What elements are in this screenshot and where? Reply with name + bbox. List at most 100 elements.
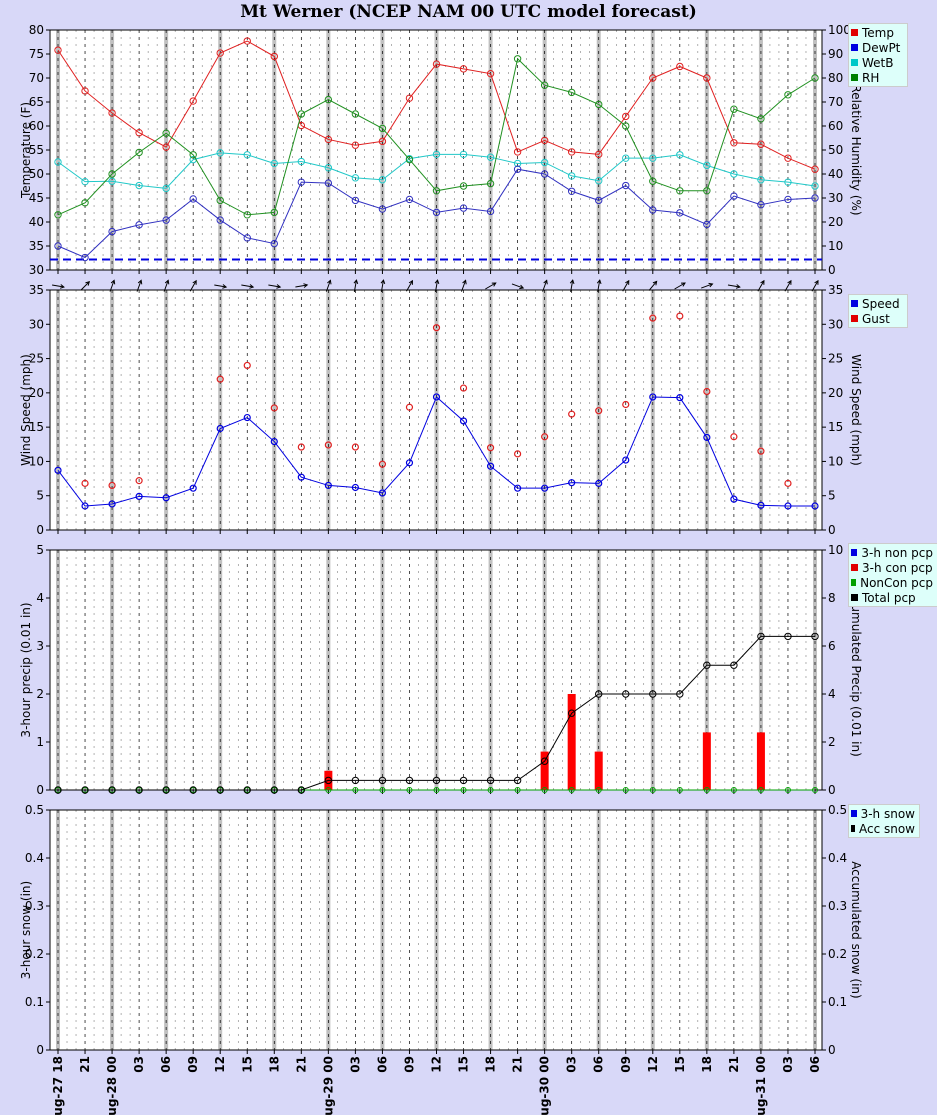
series-wetb-point [730,170,738,178]
series-noncon-point [514,787,521,793]
series-lower-point [405,195,414,204]
series-gust-point [378,460,387,468]
y-tick-label-right: 10 [828,239,843,253]
wind-direction-arrow [461,279,467,292]
series-temp-point [811,165,819,173]
wind-direction-arrow [353,279,359,292]
legend-temperature: Temp DewPt WetB RH [848,23,908,87]
series-rh-line [57,57,816,216]
series-gust-point [568,410,576,418]
arrow-shaft [648,281,658,291]
wind-direction-arrow [648,280,658,291]
arrow-shaft [542,280,548,292]
series-gust-point [108,481,116,490]
series-total-point [432,776,441,785]
arrow-head [491,282,497,287]
series-rh-point [513,55,522,63]
series-rh-point [486,179,495,188]
y-tick-label-left: 0 [36,783,44,797]
series-rh-point [784,91,792,99]
series-gust-point [351,443,359,451]
series-speed-point [189,484,197,492]
series-temp-point [378,137,387,146]
y-axis-title-right: Accumulated Precip (0.01 in) [849,583,863,757]
series-rh-point [622,122,630,130]
series-noncon-point [622,787,629,793]
legend-swatch [851,59,858,66]
series-speed-point [568,479,576,487]
series-wetb-point [108,177,116,185]
arrow-shaft [80,281,90,291]
legend-item-3h-snow: 3-h snow [851,806,915,821]
series-lower-point [351,196,360,205]
arrow-shaft [701,283,713,289]
legend-item-noncon-pcp: NonCon pcp [851,575,933,590]
series-gust-point [649,314,657,322]
series-lower-point [54,242,62,250]
x-tick-label: 06 [375,1056,389,1073]
y-tick-label-right: 0.5 [828,803,847,817]
y-tick-label-left: 0.3 [25,899,44,913]
arrow-shaft [214,284,227,288]
series-temp-point [730,139,738,147]
arrow-shaft [597,280,601,292]
y-tick-label-right: 5 [828,489,836,503]
series-rh-point [270,208,278,217]
x-tick-label: 18 [484,1056,498,1073]
series-temp-point [486,69,495,78]
y-tick-label-right: 40 [828,167,843,181]
series-gust-point [514,450,522,458]
legend-swatch [851,44,858,51]
y-tick-label-right: 4 [828,687,836,701]
y-tick-label-right: 0.1 [828,995,847,1009]
series-rh-point [649,177,657,185]
arrow-head [222,284,228,289]
arrow-head [85,281,91,286]
arrow-head [735,284,741,289]
series-total-point [54,786,62,794]
series-gust-point [297,443,305,451]
series-total-point [784,632,792,641]
series-temp-point [270,52,278,61]
arrow-head [303,283,309,288]
series-total-point [135,786,143,794]
arrow-head [434,279,440,285]
arrow-shaft [461,280,467,292]
series-gust-point [459,384,468,392]
series-total-point [108,786,116,794]
series-noncon-point [784,787,791,793]
x-tick-label: 06 [808,1056,822,1073]
series-gust-point [324,441,332,449]
legend-precip: 3-h non pcp 3-h con pcp NonCon pcp Total… [848,543,937,607]
wind-direction-arrow [189,279,197,292]
series-temp-point [757,140,765,148]
series-lower-point [162,216,170,224]
series-lower-point [595,196,603,205]
y-axis-title-left: Wind Speed (mph) [19,354,33,466]
x-tick-label: 21 [511,1056,525,1073]
y-tick-label-right: 20 [828,386,843,400]
wind-direction-arrow [485,282,497,290]
arrow-shaft [784,280,792,292]
legend-item-rh: RH [851,70,903,85]
wind-direction-arrow [295,283,309,288]
series-lower-point [757,201,765,209]
x-tick-label: 15 [240,1056,254,1073]
x-tick-label: 21 [294,1056,308,1073]
arrow-shaft [52,284,64,288]
series-lower-point [703,220,711,229]
series-wetb-point [135,181,143,190]
series-speed-point [811,502,819,510]
y-axis-title-left: 3-hour snow (in) [19,881,33,979]
y-tick-label-left: 5 [36,543,44,557]
series-total-point [595,690,603,698]
arrow-head [408,279,413,285]
series-noncon-point [757,787,764,793]
series-total-point [270,786,278,794]
arrow-head [625,279,630,285]
y-tick-label-left: 0 [36,523,44,537]
wind-direction-arrow [214,284,228,289]
y-tick-label-left: 2 [36,687,44,701]
legend-swatch [851,564,858,571]
series-rh-point [162,129,170,137]
